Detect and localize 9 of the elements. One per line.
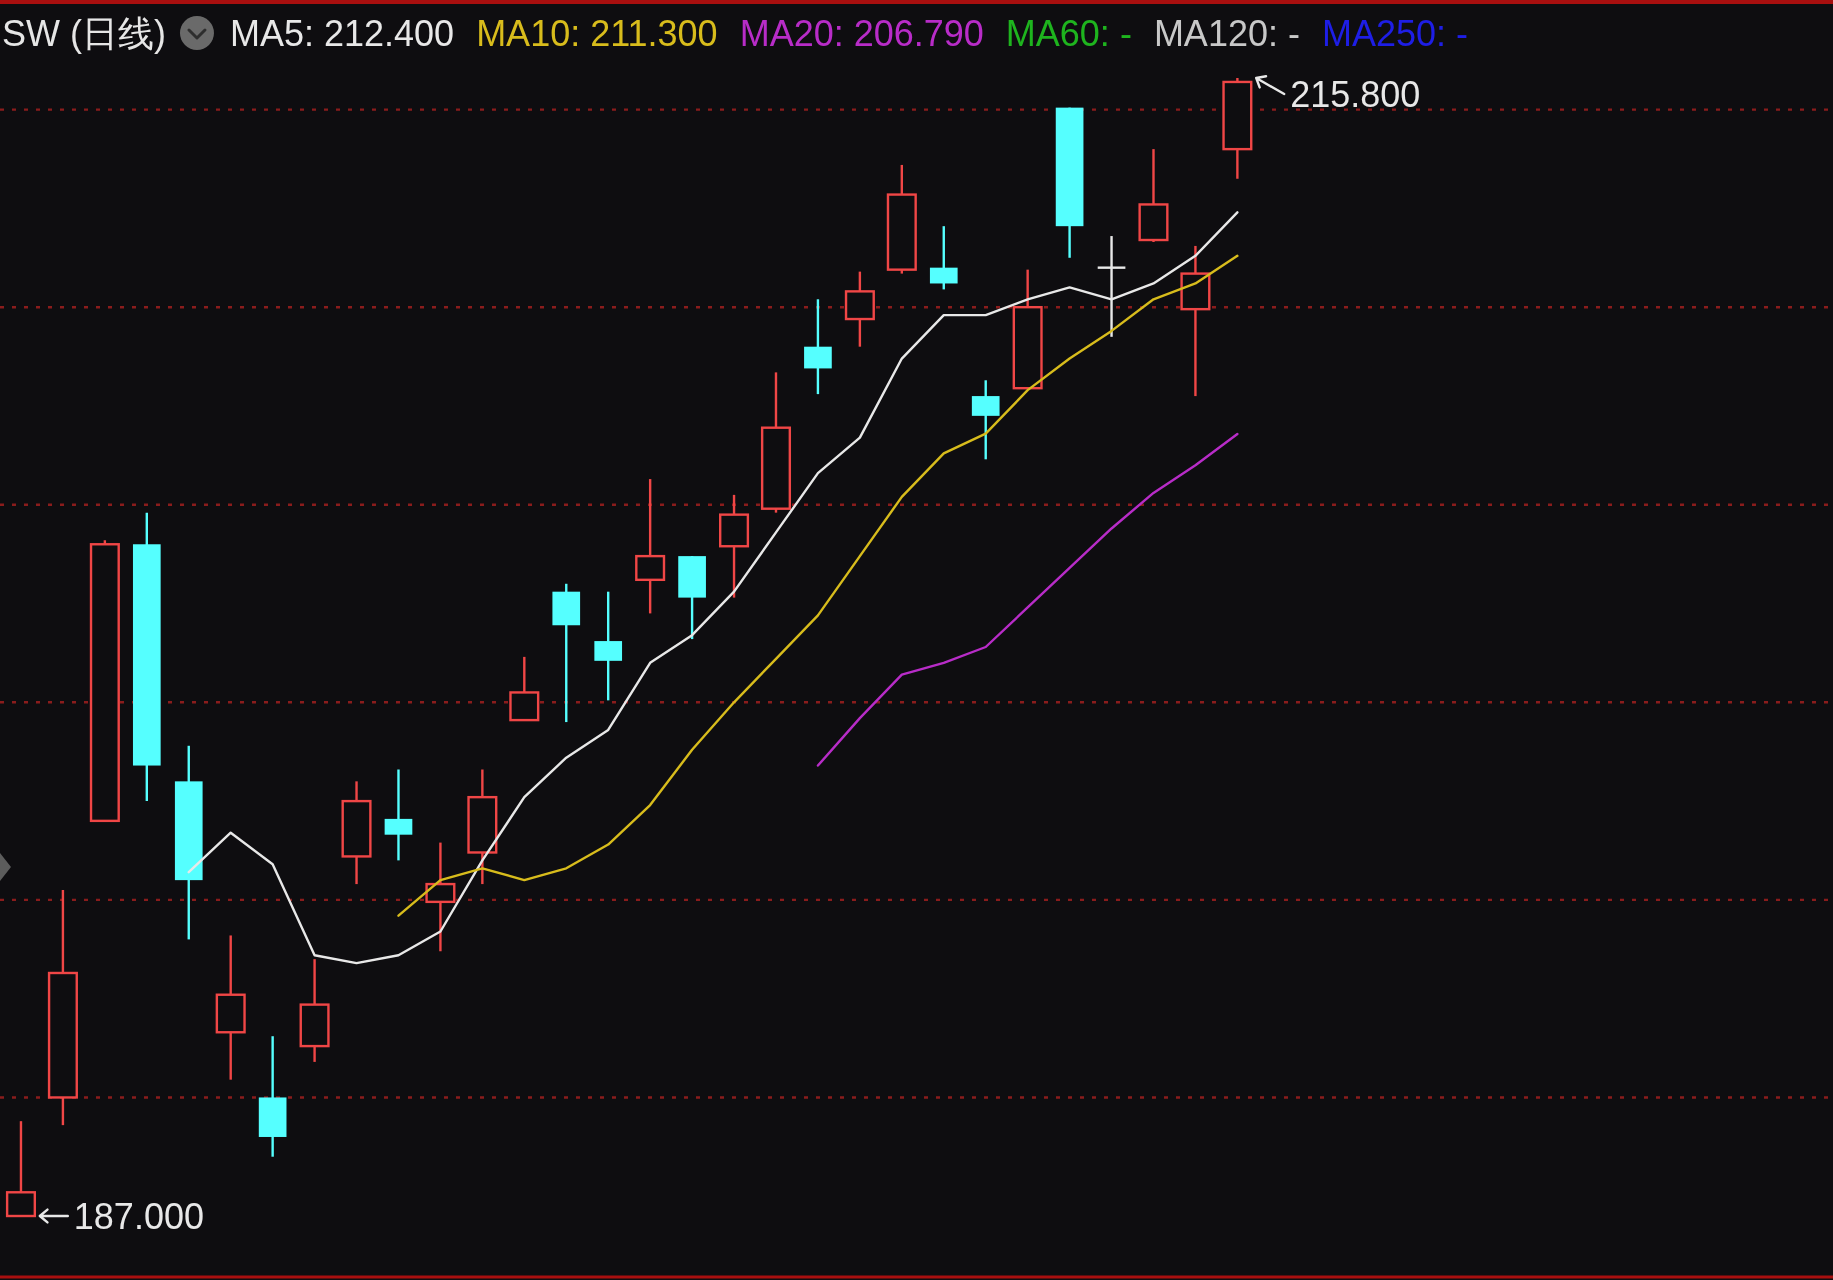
legend-item: MA60: - bbox=[1005, 13, 1132, 54]
legend-item: MA250: - bbox=[1321, 13, 1468, 54]
legend-item: MA10: 211.300 bbox=[476, 13, 718, 54]
title: SW (日线) bbox=[2, 13, 166, 54]
annotation: 215.800 bbox=[1290, 73, 1421, 115]
legend-item: MA5: 212.400 bbox=[229, 13, 455, 54]
annotation: 187.000 bbox=[73, 1195, 204, 1237]
legend-item: MA20: 206.790 bbox=[739, 13, 984, 54]
legend-item: MA120: - bbox=[1153, 13, 1300, 54]
